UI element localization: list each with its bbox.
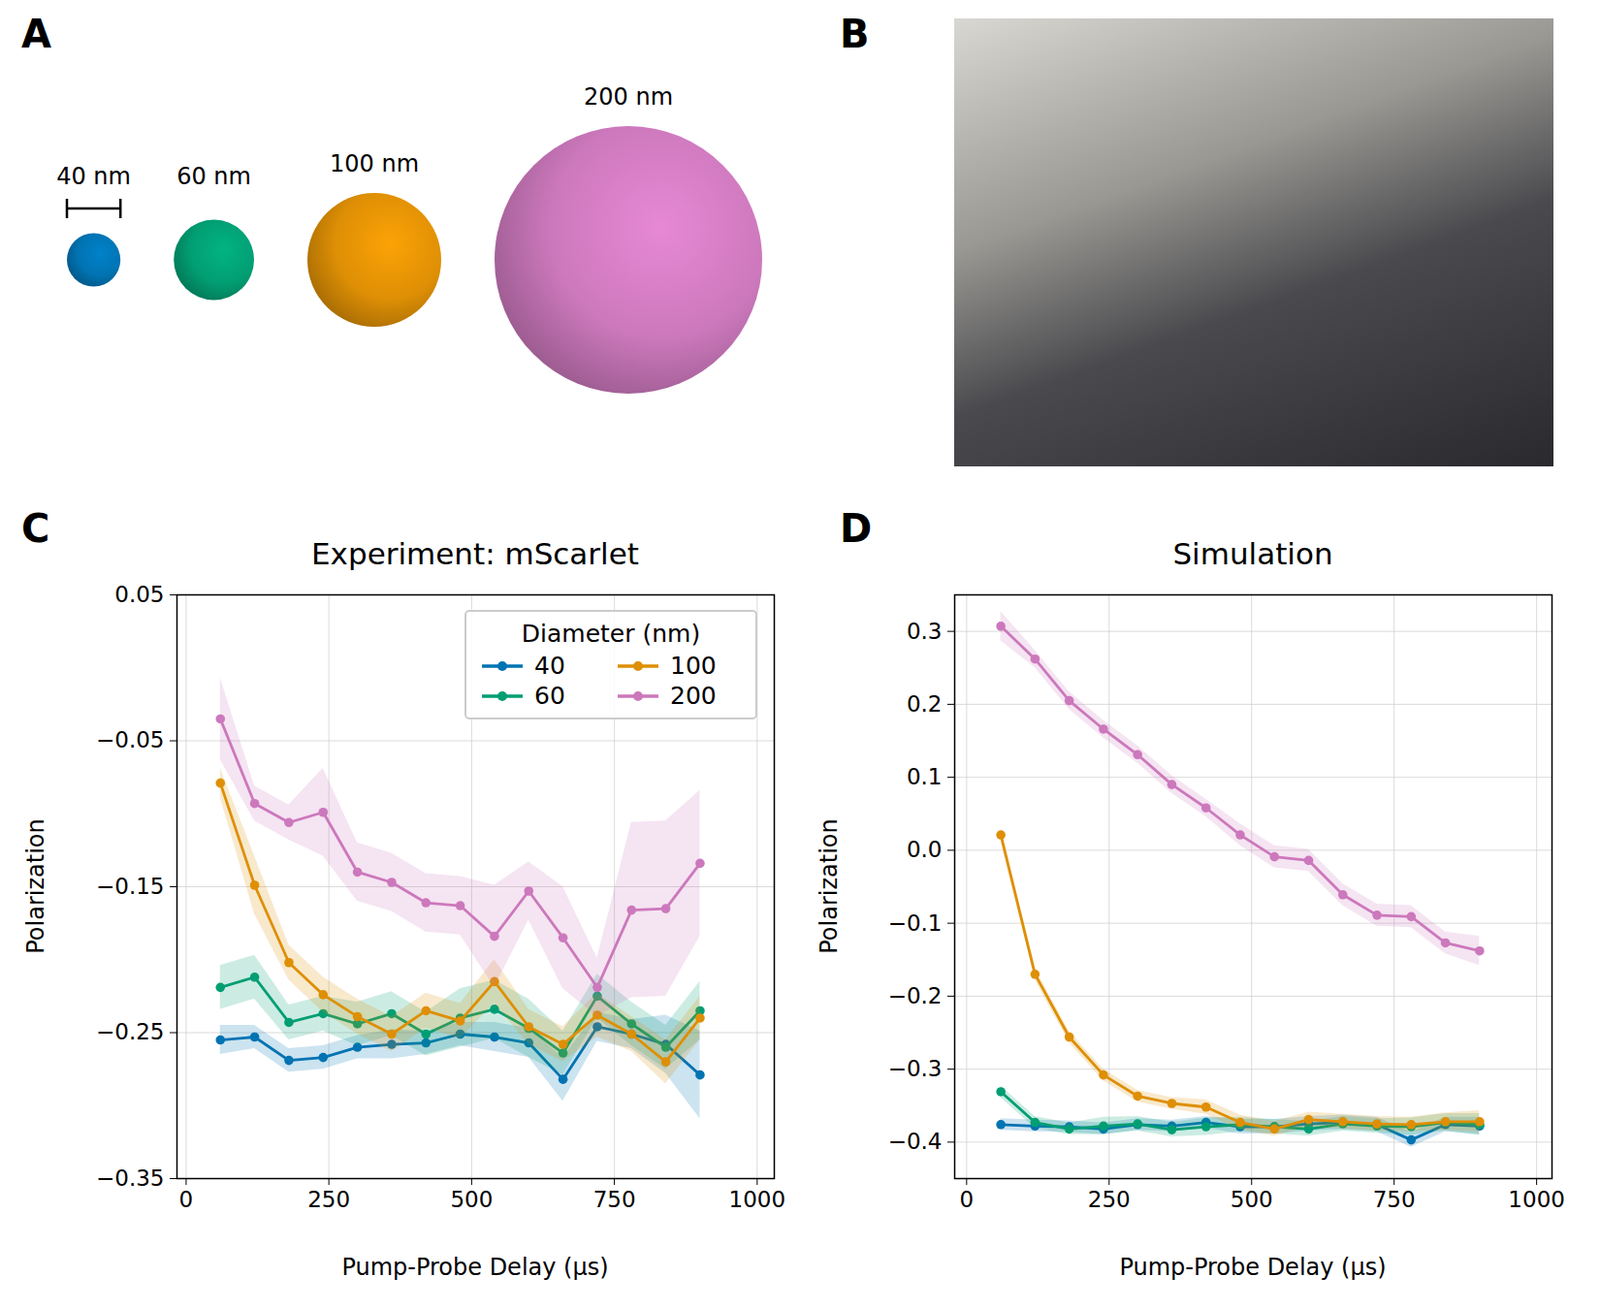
html-text:C: C <box>21 506 50 551</box>
html-text:60: 60 <box>534 681 566 710</box>
svg-text:750: 750 <box>1373 1186 1416 1213</box>
html-text:40: 40 <box>534 651 566 680</box>
html-text:200: 200 <box>670 681 717 710</box>
svg-text:−0.4: −0.4 <box>888 1128 943 1154</box>
svg-text:0.1: 0.1 <box>906 764 943 790</box>
svg-text:−0.3: −0.3 <box>888 1056 943 1082</box>
svg-text:0.0: 0.0 <box>906 836 943 863</box>
svg-text:0.3: 0.3 <box>906 617 943 643</box>
svg-text:−0.05: −0.05 <box>96 727 164 753</box>
html-text:Experiment: mScarlet: Experiment: mScarlet <box>311 536 640 572</box>
html-text:B: B <box>839 11 870 57</box>
html-text:Pump-Probe Delay (µs): Pump-Probe Delay (µs) <box>341 1253 609 1281</box>
svg-text:40 nm: 40 nm <box>56 162 131 191</box>
html-text:Pump-Probe Delay (µs): Pump-Probe Delay (µs) <box>1119 1253 1387 1281</box>
svg-text:0: 0 <box>179 1186 194 1213</box>
svg-text:60 nm: 60 nm <box>176 162 252 191</box>
svg-text:−0.15: −0.15 <box>96 873 164 899</box>
svg-text:500: 500 <box>449 1186 493 1213</box>
svg-text:0.2: 0.2 <box>906 691 943 717</box>
svg-text:0: 0 <box>960 1186 975 1213</box>
html-text:Simulation: Simulation <box>1172 536 1333 572</box>
svg-text:250: 250 <box>307 1186 351 1213</box>
svg-text:1000: 1000 <box>729 1186 787 1213</box>
svg-text:200 nm: 200 nm <box>583 83 673 111</box>
svg-text:−0.35: −0.35 <box>96 1165 164 1191</box>
svg-text:100 nm: 100 nm <box>329 150 419 178</box>
svg-text:750: 750 <box>593 1186 637 1213</box>
svg-text:−0.2: −0.2 <box>888 983 943 1009</box>
svg-text:250: 250 <box>1088 1186 1131 1213</box>
svg-text:0.05: 0.05 <box>114 581 164 608</box>
svg-text:−0.25: −0.25 <box>96 1019 164 1045</box>
html-text:A: A <box>21 11 52 57</box>
svg-text:−0.1: −0.1 <box>888 909 943 935</box>
svg-text:500: 500 <box>1230 1186 1274 1213</box>
html-text:Polarization: Polarization <box>22 818 50 954</box>
html-text:D: D <box>839 506 872 551</box>
html-text:100: 100 <box>670 651 717 680</box>
html-text:Polarization: Polarization <box>815 818 843 954</box>
svg-text:1000: 1000 <box>1507 1186 1566 1213</box>
html-text:Diameter (nm): Diameter (nm) <box>521 619 701 648</box>
